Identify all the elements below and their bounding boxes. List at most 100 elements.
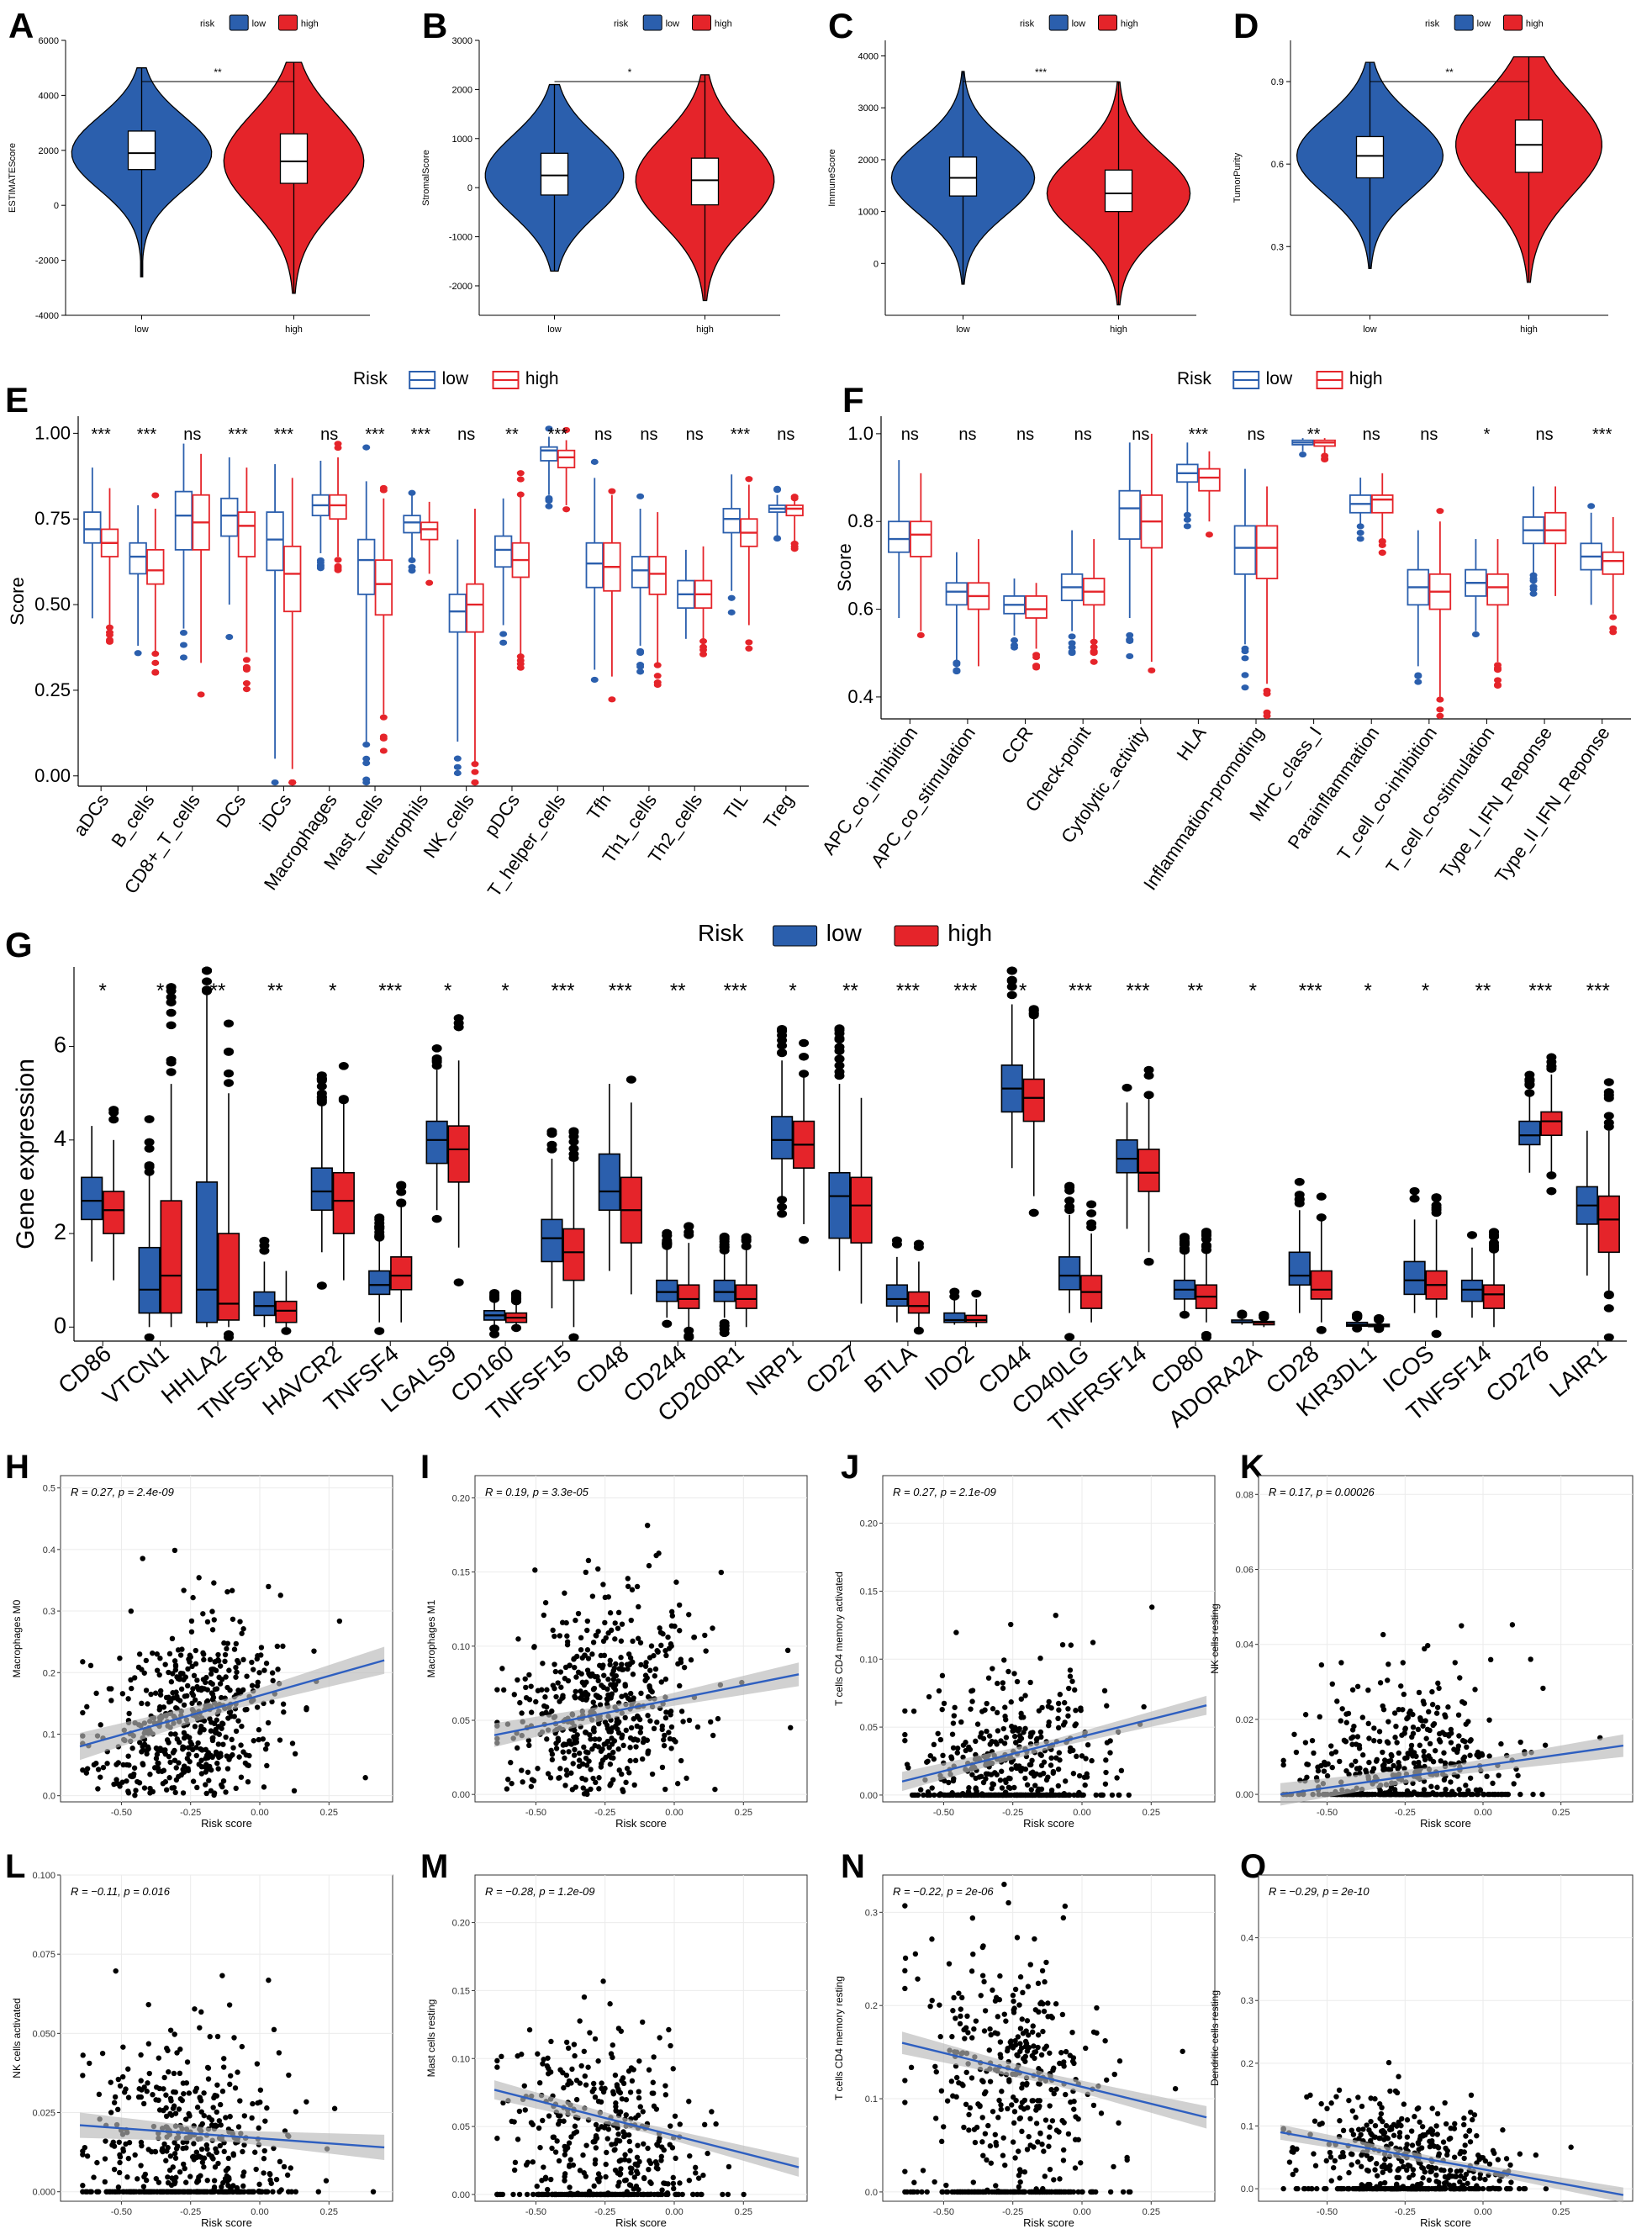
scatter-point xyxy=(1370,1768,1375,1775)
scatter-point xyxy=(662,2180,668,2187)
scatter-point xyxy=(627,1757,633,1764)
scatter-point xyxy=(161,1767,167,1773)
scatter-point xyxy=(1013,1740,1019,1746)
outlier-point-low xyxy=(144,1333,155,1342)
legend-title: risk xyxy=(1425,19,1440,29)
scatter-point xyxy=(1094,2005,1100,2011)
scatter-point xyxy=(615,2089,622,2094)
scatter-point xyxy=(504,1786,510,1792)
scatter-point xyxy=(80,2148,86,2154)
scatter-point xyxy=(1005,1668,1011,1675)
scatter-point xyxy=(628,1690,634,1697)
scatter-point xyxy=(540,1661,546,1666)
scatter-point xyxy=(1055,1766,1062,1772)
scatter-point xyxy=(1005,1899,1011,1906)
scatter-point xyxy=(920,2168,926,2174)
y-tick-label: 0.5 xyxy=(43,1484,55,1494)
panel-letter: H xyxy=(5,1449,29,1486)
box-high xyxy=(1597,1195,1620,1254)
box-low xyxy=(266,511,284,572)
legend-key-low xyxy=(642,14,662,31)
scatter-point xyxy=(617,2172,623,2178)
scatter-panel-L: L-0.50 -0.25 0.00 0.250.0000.0250.0500.0750… xyxy=(5,1848,393,2229)
outlier-point-high xyxy=(1374,1314,1385,1323)
scatter-point xyxy=(555,1738,562,1744)
scatter-point xyxy=(661,1736,667,1743)
scatter-point xyxy=(237,2098,243,2104)
scatter-point xyxy=(1024,2147,1031,2152)
scatter-point xyxy=(198,2146,205,2152)
scatter-point xyxy=(1337,1758,1343,1765)
scatter-point xyxy=(1118,1767,1125,1774)
scatter-point xyxy=(583,1730,589,1735)
y-tick-label: 1.00 xyxy=(34,422,71,443)
scatter-point xyxy=(515,2053,520,2059)
outlier-point-high xyxy=(1493,681,1502,689)
scatter-point xyxy=(177,2070,183,2077)
scatter-point xyxy=(145,1701,150,1707)
outlier-point-low xyxy=(1011,636,1019,644)
scatter-point xyxy=(172,1658,178,1664)
outlier-point-high xyxy=(379,714,388,721)
y-tick-label: 0.00 xyxy=(34,765,71,786)
scatter-point xyxy=(124,2174,130,2180)
scatter-point xyxy=(566,1749,572,1755)
scatter-point xyxy=(661,2147,667,2153)
scatter-point xyxy=(612,2147,618,2152)
scatter-point xyxy=(236,1754,242,1760)
scatter-point xyxy=(623,1727,629,1734)
scatter-point xyxy=(113,1762,119,1767)
y-tick-label: 4 xyxy=(54,1126,66,1151)
outlier-point-low xyxy=(499,639,508,646)
y-tick-label: -4000 xyxy=(35,311,59,321)
scatter-point xyxy=(990,1706,996,1712)
outlier-point-high xyxy=(1143,1071,1154,1080)
scatter-point xyxy=(1462,1739,1468,1745)
scatter-point xyxy=(604,2191,610,2198)
scatter-point xyxy=(1479,1752,1486,1758)
scatter-point xyxy=(552,1668,559,1675)
scatter-point xyxy=(536,2191,541,2198)
box-low xyxy=(713,1279,736,1302)
outlier-point-high xyxy=(1436,712,1444,720)
scatter-point xyxy=(688,1657,694,1663)
scatter-point xyxy=(641,2191,647,2198)
scatter-point xyxy=(256,2181,262,2188)
scatter-point xyxy=(1082,1782,1088,1788)
box-low xyxy=(888,520,910,553)
scatter-point xyxy=(166,1753,172,1760)
scatter-point xyxy=(235,1657,240,1664)
scatter-point xyxy=(948,1756,955,1762)
y-tick-label: 0.20 xyxy=(860,1519,878,1529)
scatter-point xyxy=(902,1968,908,1974)
scatter-point xyxy=(703,1648,709,1654)
scatter-point xyxy=(211,1792,217,1799)
scatter-point xyxy=(277,2158,283,2165)
scatter-point xyxy=(1066,1685,1072,1692)
outlier-point-high xyxy=(1546,1171,1557,1180)
scatter-point xyxy=(619,1735,625,1740)
scatter-point xyxy=(584,1627,590,1634)
scatter-point xyxy=(533,1698,539,1705)
scatter-point xyxy=(667,2142,673,2147)
scatter-point xyxy=(642,1672,649,1678)
scatter-point xyxy=(1528,1656,1533,1662)
scatter-point xyxy=(618,1655,624,1661)
scatter-point xyxy=(505,1777,511,1783)
scatter-point xyxy=(1065,1713,1071,1719)
scatter-point xyxy=(189,1700,195,1706)
significance-label: *** xyxy=(548,425,568,444)
scatter-point xyxy=(1030,1792,1036,1799)
y-tick-label: 0.4 xyxy=(43,1545,55,1556)
scatter-point xyxy=(209,1697,216,1703)
scatter-point xyxy=(937,2034,943,2040)
scatter-point xyxy=(261,2156,267,2162)
outlier-point-high xyxy=(1263,687,1271,695)
scatter-point xyxy=(562,1755,567,1762)
scatter-point xyxy=(214,2149,219,2155)
scatter-point xyxy=(208,1719,214,1725)
scatter-point xyxy=(652,2158,659,2165)
x-tick-label: 0.25 xyxy=(320,1808,338,1818)
scatter-point xyxy=(1443,1786,1449,1793)
significance-label: ns xyxy=(457,425,475,444)
